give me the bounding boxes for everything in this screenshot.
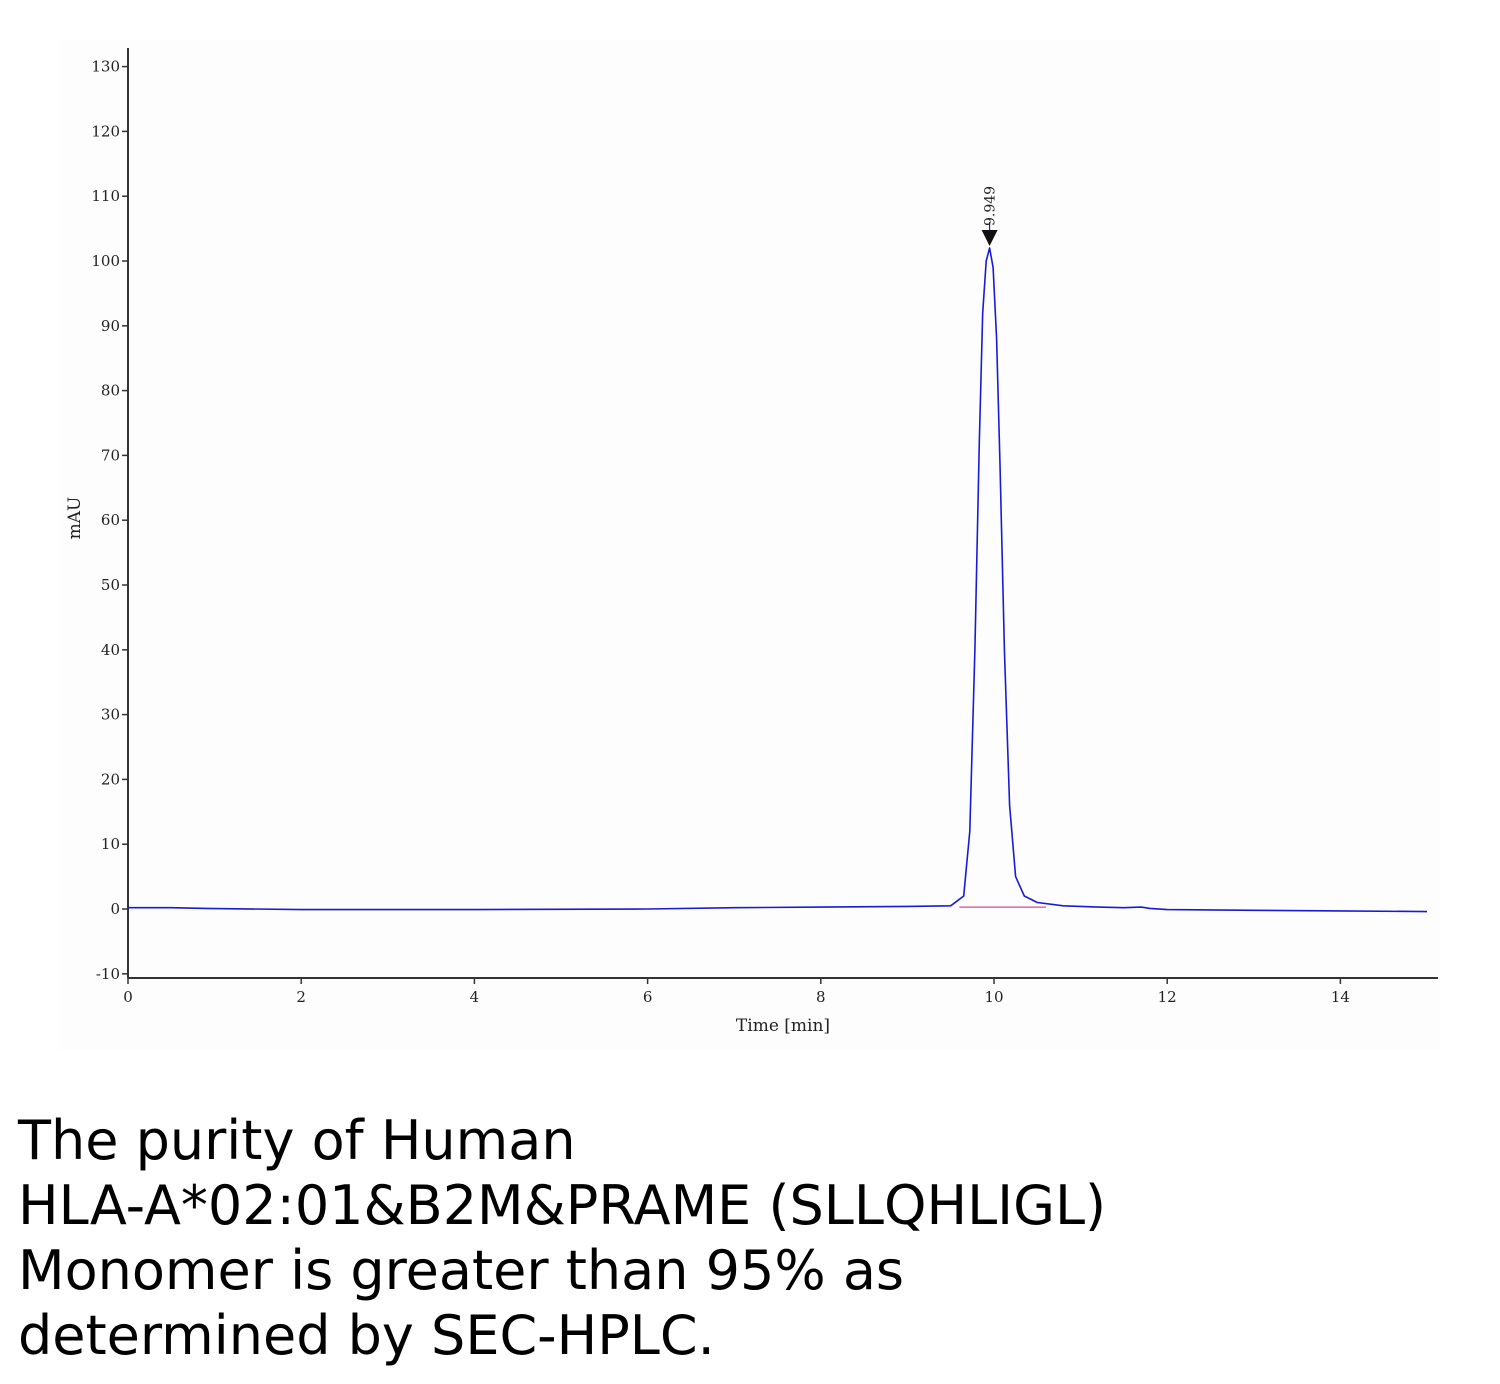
x-tick-label: 0	[123, 988, 133, 1006]
x-tick-label: 2	[296, 988, 306, 1006]
y-axis-title: mAU	[65, 497, 85, 540]
annotation-group: 9.949	[981, 186, 999, 247]
y-tick-label: 120	[91, 122, 120, 140]
peak-label: 9.949	[983, 186, 999, 226]
y-axis: -10 0 10 20 30 40 50 60 70 80 90 100 110 120 130	[91, 48, 129, 983]
y-tick-label: 40	[101, 641, 120, 659]
y-tick-label: 80	[101, 382, 120, 400]
y-tick-label: 50	[101, 576, 120, 594]
caption-line-3: Monomer is greater than 95% as	[18, 1239, 905, 1302]
y-tick-label: 30	[101, 706, 120, 724]
series-group	[128, 247, 1428, 913]
x-tick-label: 10	[984, 988, 1003, 1006]
y-tick-label: 70	[101, 446, 120, 464]
plot-background	[60, 40, 1440, 1050]
y-tick-label: 60	[101, 511, 120, 529]
x-tick-label: 8	[816, 988, 826, 1006]
caption-line-2: HLA-A*02:01&B2M&PRAME (SLLQHLIGL)	[18, 1174, 1107, 1237]
y-tick-label: -10	[96, 965, 120, 983]
y-tick-label: 0	[110, 900, 120, 918]
y-tick-label: 20	[101, 770, 120, 788]
x-tick-label: 6	[643, 988, 653, 1006]
y-tick-label: 10	[101, 835, 120, 853]
x-tick-label: 14	[1331, 988, 1350, 1006]
caption: The purity of Human HLA-A*02:01&B2M&PRAM…	[18, 1108, 1478, 1368]
series-line-chromatogram	[128, 247, 1428, 913]
caption-line-4: determined by SEC-HPLC.	[18, 1304, 715, 1367]
y-tick-label: 100	[91, 252, 120, 270]
x-tick-label: 4	[470, 988, 480, 1006]
caption-line-1: The purity of Human	[18, 1109, 576, 1172]
x-axis-title: Time [min]	[736, 1016, 830, 1036]
x-axis: 0 2 4 6 8 10 12 14	[123, 977, 1438, 1006]
y-tick-label: 90	[101, 317, 120, 335]
y-tick-label: 110	[91, 187, 120, 205]
peak-marker-icon	[981, 230, 998, 247]
x-tick-label: 12	[1158, 988, 1177, 1006]
y-tick-label: 130	[91, 58, 120, 76]
